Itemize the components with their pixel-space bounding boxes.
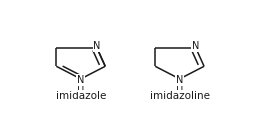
Text: imidazoline: imidazoline bbox=[150, 91, 210, 101]
Text: N: N bbox=[176, 75, 183, 85]
Text: N: N bbox=[77, 75, 84, 85]
Text: H: H bbox=[176, 82, 183, 92]
Text: imidazole: imidazole bbox=[55, 91, 106, 101]
Text: N: N bbox=[192, 41, 200, 51]
Text: H: H bbox=[77, 82, 84, 92]
Text: N: N bbox=[93, 41, 101, 51]
